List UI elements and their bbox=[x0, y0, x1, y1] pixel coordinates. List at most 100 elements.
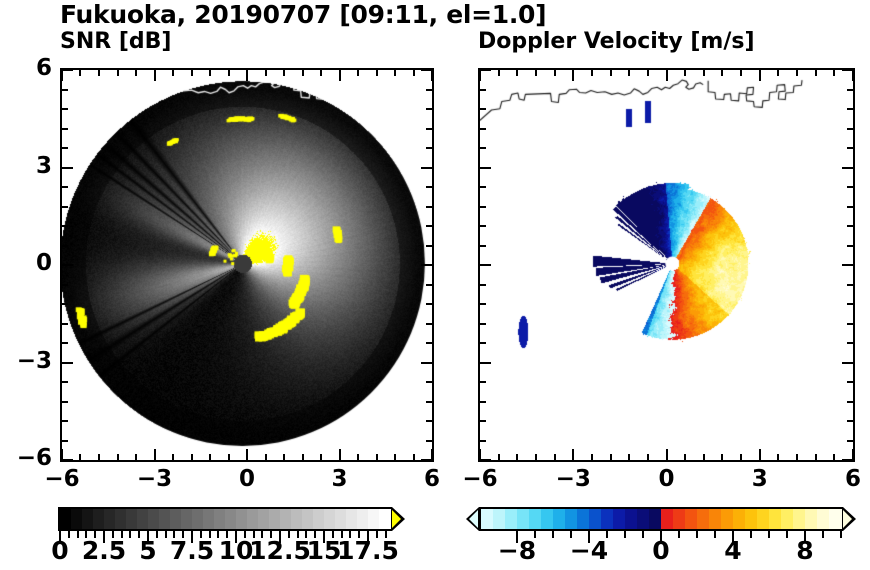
xtick-minor bbox=[628, 454, 630, 460]
colorbar-tick-label: −4 bbox=[569, 536, 609, 565]
colorbar-segment bbox=[346, 509, 358, 529]
xtick-minor bbox=[796, 454, 798, 460]
ytick-major bbox=[480, 69, 491, 71]
xtick-major bbox=[154, 70, 156, 81]
xtick-label: 0 bbox=[238, 466, 255, 492]
xtick-minor bbox=[191, 454, 193, 460]
colorbar-tick-minor bbox=[217, 531, 220, 538]
colorbar-tick-label: 8 bbox=[796, 536, 814, 565]
colorbar-tick-minor bbox=[155, 531, 158, 538]
xtick-minor bbox=[302, 70, 304, 76]
ytick-minor bbox=[426, 245, 432, 247]
colorbar-tick-minor bbox=[624, 531, 626, 538]
ytick-major bbox=[62, 362, 73, 364]
colorbar-segment bbox=[685, 509, 698, 529]
xtick-major bbox=[852, 449, 854, 460]
xtick-minor bbox=[740, 454, 742, 460]
xtick-label: −6 bbox=[462, 466, 498, 492]
ytick-minor bbox=[62, 128, 68, 130]
ytick-minor bbox=[847, 128, 853, 130]
ytick-minor bbox=[847, 206, 853, 208]
xtick-minor bbox=[357, 70, 359, 76]
colorbar-segment bbox=[661, 509, 674, 529]
xtick-minor bbox=[228, 70, 230, 76]
snr-plot-panel[interactable] bbox=[60, 68, 434, 462]
cb-left-body[interactable] bbox=[58, 507, 392, 531]
colorbar-tick-major bbox=[367, 531, 369, 543]
colorbar-tick-minor bbox=[606, 531, 608, 538]
ytick-major bbox=[421, 264, 432, 266]
xtick-minor bbox=[191, 70, 193, 76]
xtick-minor bbox=[98, 454, 100, 460]
doppler-plot-panel[interactable] bbox=[478, 68, 855, 462]
xtick-minor bbox=[413, 454, 415, 460]
ytick-minor bbox=[426, 89, 432, 91]
doppler-colorbar[interactable] bbox=[466, 507, 856, 543]
xtick-label: −3 bbox=[136, 466, 173, 492]
colorbar-ticks bbox=[58, 531, 405, 543]
ytick-minor bbox=[480, 89, 486, 91]
ytick-label: −3 bbox=[16, 347, 52, 374]
xtick-minor bbox=[740, 70, 742, 76]
colorbar-segment bbox=[577, 509, 590, 529]
ytick-minor bbox=[62, 147, 68, 149]
xtick-minor bbox=[833, 70, 835, 76]
colorbar-segment bbox=[258, 509, 270, 529]
colorbar-tick-minor bbox=[199, 531, 202, 538]
ytick-major bbox=[62, 69, 73, 71]
ytick-major bbox=[421, 69, 432, 71]
xtick-minor bbox=[265, 70, 267, 76]
colorbar-segment bbox=[553, 509, 566, 529]
xtick-minor bbox=[647, 454, 649, 460]
xtick-minor bbox=[320, 454, 322, 460]
ytick-minor bbox=[426, 401, 432, 403]
colorbar-segment bbox=[137, 509, 149, 529]
xtick-minor bbox=[628, 70, 630, 76]
ytick-minor bbox=[426, 206, 432, 208]
xtick-minor bbox=[172, 454, 174, 460]
colorbar-segment bbox=[565, 509, 578, 529]
xtick-minor bbox=[591, 454, 593, 460]
ytick-major bbox=[842, 362, 853, 364]
ytick-minor bbox=[426, 186, 432, 188]
colorbar-tick-minor bbox=[129, 531, 132, 538]
colorbar-tick-minor bbox=[534, 531, 536, 538]
xtick-major bbox=[479, 70, 481, 81]
snr-colorbar[interactable] bbox=[58, 507, 405, 543]
colorbar-segment bbox=[60, 509, 72, 529]
colorbar-tick-label: 5 bbox=[139, 536, 157, 565]
ytick-minor bbox=[480, 440, 486, 442]
xtick-major bbox=[759, 449, 761, 460]
colorbar-segment bbox=[697, 509, 710, 529]
ytick-minor bbox=[62, 420, 68, 422]
colorbar-segment bbox=[269, 509, 281, 529]
ytick-major bbox=[480, 459, 491, 461]
colorbar-segment bbox=[757, 509, 770, 529]
xtick-minor bbox=[79, 70, 81, 76]
colorbar-tick-minor bbox=[76, 531, 79, 538]
cb-right-body[interactable] bbox=[479, 507, 843, 531]
colorbar-tick-minor bbox=[358, 531, 361, 538]
xtick-minor bbox=[777, 70, 779, 76]
xtick-label: 6 bbox=[844, 466, 861, 492]
ytick-minor bbox=[426, 225, 432, 227]
colorbar-segment bbox=[115, 509, 127, 529]
colorbar-tick-label: −8 bbox=[497, 536, 537, 565]
ytick-major bbox=[842, 167, 853, 169]
xtick-minor bbox=[498, 70, 500, 76]
ytick-minor bbox=[480, 401, 486, 403]
colorbar-segment bbox=[625, 509, 638, 529]
colorbar-segment bbox=[781, 509, 794, 529]
colorbar-segment bbox=[589, 509, 602, 529]
ytick-minor bbox=[480, 420, 486, 422]
ytick-label: −6 bbox=[16, 445, 52, 471]
xtick-minor bbox=[228, 454, 230, 460]
colorbar-segment bbox=[505, 509, 518, 529]
xtick-minor bbox=[777, 454, 779, 460]
colorbar-segment bbox=[313, 509, 325, 529]
xtick-minor bbox=[796, 70, 798, 76]
ytick-minor bbox=[847, 401, 853, 403]
colorbar-segment bbox=[148, 509, 160, 529]
colorbar-segment bbox=[721, 509, 734, 529]
